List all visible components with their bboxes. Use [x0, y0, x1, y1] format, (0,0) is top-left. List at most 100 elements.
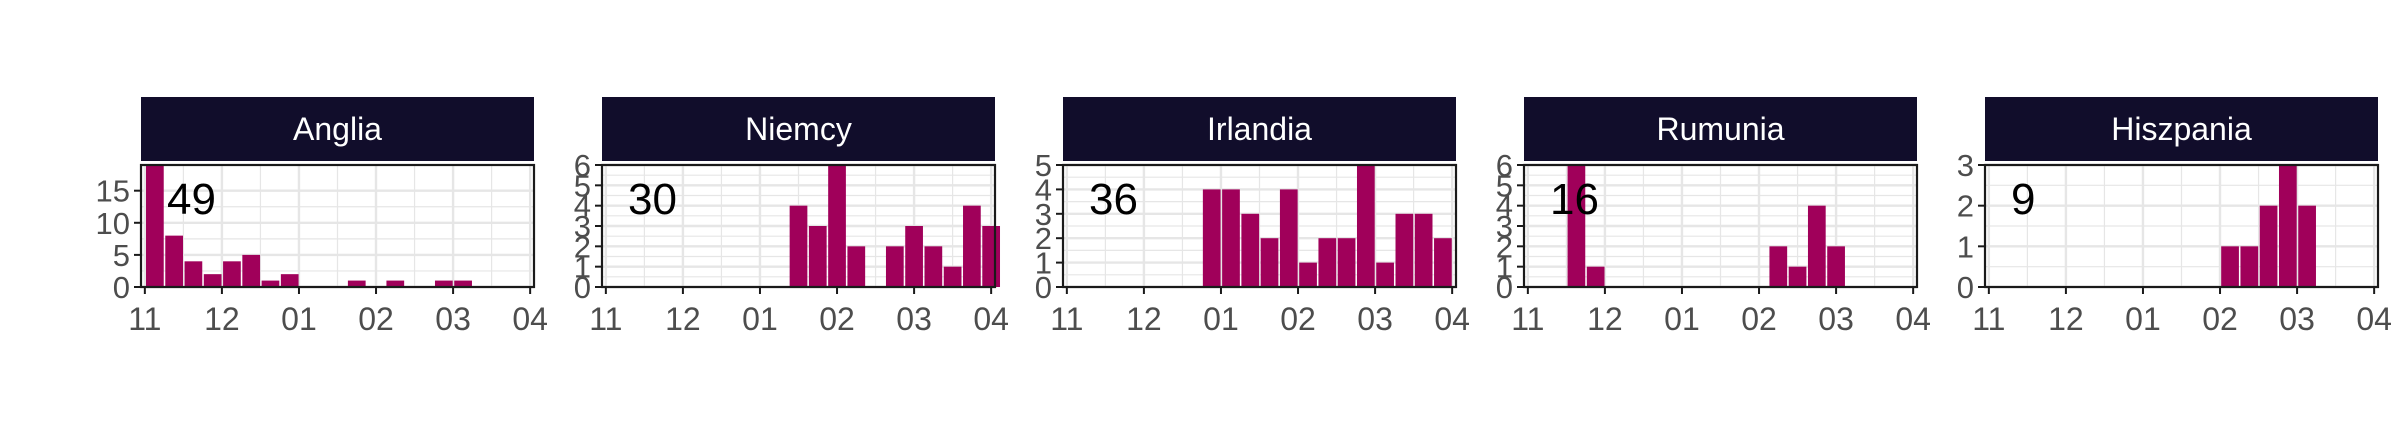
x-tick-label-hiszpania: 03 — [2279, 301, 2315, 337]
x-tick-label-irlandia: 03 — [1357, 301, 1393, 337]
facet-strip-rumunia — [1524, 97, 1917, 161]
bar-niemcy-8 — [963, 205, 981, 287]
bar-anglia-1 — [165, 235, 183, 287]
bar-irlandia-5 — [1299, 262, 1317, 287]
bar-anglia-8 — [347, 280, 366, 287]
x-tick-label-anglia: 04 — [512, 301, 548, 337]
x-tick-label-anglia: 12 — [204, 301, 240, 337]
y-tick-label-anglia: 5 — [113, 238, 130, 273]
x-tick-label-irlandia: 02 — [1280, 301, 1316, 337]
panel-border-anglia — [139, 163, 536, 289]
bar-anglia-11 — [454, 280, 472, 287]
bar-hiszpania-4 — [2298, 205, 2316, 287]
facet-strip-niemcy — [602, 97, 995, 161]
bar-irlandia-11 — [1414, 213, 1433, 287]
bar-niemcy-2 — [828, 165, 846, 287]
y-tick-label-anglia: 15 — [96, 174, 130, 209]
bar-rumunia-4 — [1807, 205, 1826, 287]
y-tick-label-rumunia: 6 — [1496, 148, 1513, 183]
x-tick-label-irlandia: 12 — [1126, 301, 1162, 337]
x-tick-label-rumunia: 04 — [1895, 301, 1931, 337]
bar-anglia-10 — [434, 280, 453, 287]
y-tick-label-irlandia: 2 — [1035, 221, 1052, 256]
y-tick-label-niemcy: 6 — [574, 148, 591, 183]
x-tick-label-niemcy: 04 — [973, 301, 1009, 337]
facet-title-irlandia: Irlandia — [1207, 111, 1312, 147]
bar-niemcy-0 — [789, 205, 808, 287]
bar-rumunia-3 — [1788, 266, 1807, 287]
x-tick-label-rumunia: 11 — [1511, 301, 1544, 337]
bar-rumunia-2 — [1769, 246, 1788, 287]
bar-rumunia-5 — [1827, 246, 1845, 287]
x-tick-label-rumunia: 02 — [1741, 301, 1777, 337]
facet-title-rumunia: Rumunia — [1656, 111, 1784, 147]
y-tick-label-niemcy: 4 — [574, 189, 591, 224]
x-tick-label-rumunia: 01 — [1664, 301, 1700, 337]
y-tick-label-hiszpania: 0 — [1957, 270, 1974, 305]
x-tick-label-niemcy: 02 — [819, 301, 855, 337]
bar-anglia-6 — [261, 280, 280, 287]
y-tick-label-rumunia: 2 — [1496, 229, 1513, 264]
y-tick-label-anglia: 10 — [96, 206, 130, 241]
facet-title-hiszpania: Hiszpania — [2111, 111, 2252, 147]
bar-irlandia-12 — [1434, 238, 1452, 287]
y-tick-label-niemcy: 5 — [574, 168, 591, 203]
x-tick-label-anglia: 02 — [358, 301, 394, 337]
y-tick-label-niemcy: 0 — [574, 270, 591, 305]
y-tick-label-rumunia: 4 — [1496, 189, 1513, 224]
facet-strip-anglia — [141, 97, 534, 161]
bar-niemcy-7 — [943, 266, 962, 287]
x-tick-label-hiszpania: 12 — [2048, 301, 2084, 337]
bar-rumunia-0 — [1567, 165, 1586, 287]
y-tick-label-irlandia: 5 — [1035, 148, 1052, 183]
x-tick-label-hiszpania: 01 — [2125, 301, 2161, 337]
x-tick-label-hiszpania: 04 — [2356, 301, 2392, 337]
x-tick-label-niemcy: 11 — [589, 301, 622, 337]
facet-strip-irlandia — [1063, 97, 1456, 161]
x-tick-label-niemcy: 03 — [896, 301, 932, 337]
x-tick-label-niemcy: 01 — [742, 301, 778, 337]
x-tick-label-rumunia: 03 — [1818, 301, 1854, 337]
facet-title-niemcy: Niemcy — [745, 111, 852, 147]
x-tick-label-anglia: 01 — [281, 301, 317, 337]
facet-total-irlandia: 36 — [1089, 175, 1138, 224]
bar-anglia-9 — [386, 280, 405, 287]
bar-irlandia-7 — [1337, 238, 1356, 287]
bar-anglia-7 — [280, 274, 299, 287]
facet-total-hiszpania: 9 — [2011, 175, 2035, 224]
bar-irlandia-2 — [1241, 213, 1260, 287]
y-tick-label-rumunia: 3 — [1496, 209, 1513, 244]
bar-niemcy-6 — [924, 246, 943, 287]
x-tick-label-irlandia: 11 — [1050, 301, 1083, 337]
bar-anglia-0 — [146, 165, 164, 287]
bar-niemcy-5 — [905, 226, 923, 287]
facet-total-anglia: 49 — [167, 175, 216, 224]
bar-irlandia-6 — [1318, 238, 1337, 287]
bar-niemcy-1 — [808, 226, 827, 287]
bar-rumunia-1 — [1586, 266, 1605, 287]
bar-irlandia-3 — [1260, 238, 1279, 287]
bar-niemcy-3 — [847, 246, 866, 287]
y-tick-label-hiszpania: 3 — [1957, 148, 1974, 183]
x-tick-label-irlandia: 04 — [1434, 301, 1470, 337]
bar-niemcy-9 — [982, 226, 1001, 287]
x-tick-label-anglia: 03 — [435, 301, 471, 337]
facet-title-anglia: Anglia — [293, 111, 382, 147]
bar-anglia-4 — [223, 261, 241, 287]
y-tick-label-rumunia: 0 — [1496, 270, 1513, 305]
y-tick-label-irlandia: 1 — [1035, 246, 1052, 281]
y-tick-label-irlandia: 4 — [1035, 172, 1052, 207]
y-tick-label-hiszpania: 2 — [1957, 189, 1974, 224]
bar-irlandia-1 — [1222, 189, 1240, 287]
bar-irlandia-4 — [1279, 189, 1298, 287]
bar-anglia-2 — [184, 261, 203, 287]
bar-anglia-3 — [203, 274, 222, 287]
bar-hiszpania-1 — [2240, 246, 2259, 287]
facet-total-niemcy: 30 — [628, 175, 677, 224]
x-tick-label-rumunia: 12 — [1587, 301, 1623, 337]
bar-niemcy-4 — [885, 246, 904, 287]
y-tick-label-niemcy: 1 — [574, 250, 591, 285]
y-tick-label-hiszpania: 1 — [1957, 229, 1974, 264]
